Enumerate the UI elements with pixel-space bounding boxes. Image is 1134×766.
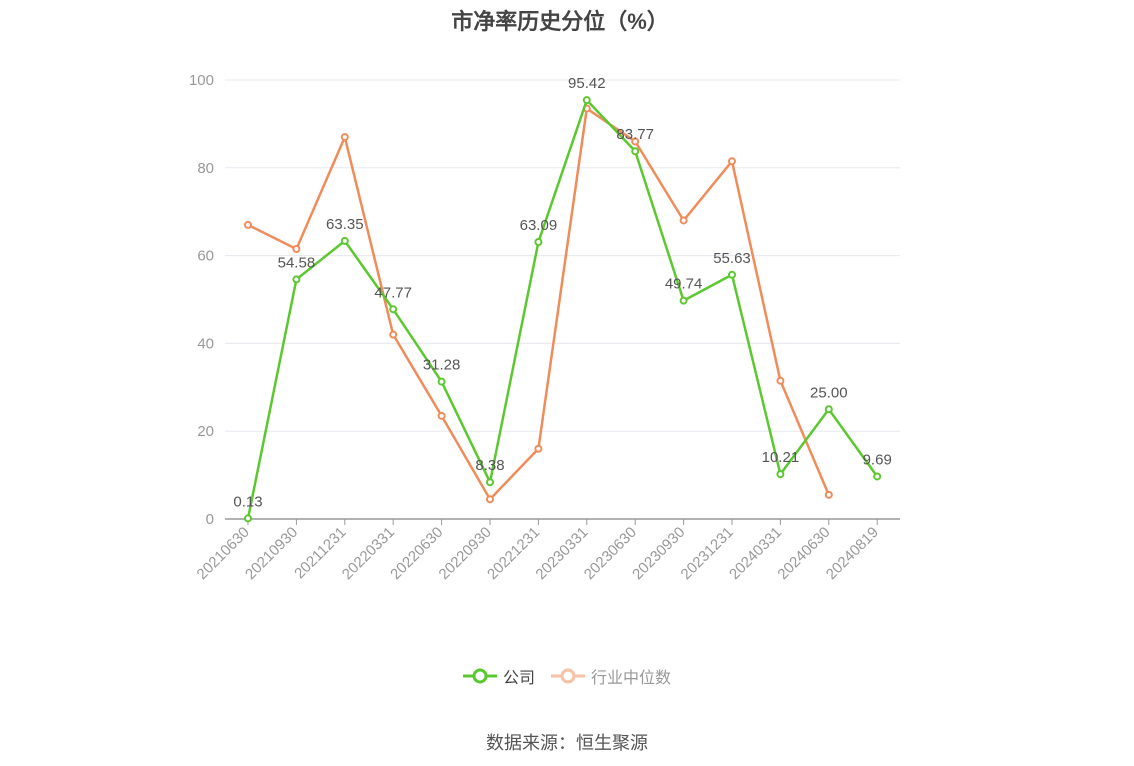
source-note: 数据来源：恒生聚源 [486,733,648,753]
industry-median-data-point [824,490,833,499]
company-data-point [340,236,349,245]
company-data-label: 0.13 [233,493,262,510]
company-data-point [728,270,736,279]
industry-median-data-point [486,495,494,504]
company-data-point [292,275,301,284]
company-data-point [389,305,398,314]
company-data-point [582,96,591,105]
y-tick-label: 100 [189,72,214,89]
company-data-label: 63.09 [520,217,558,234]
industry-median-data-point [631,137,640,146]
x-tick-label: 20210930 [242,524,301,583]
industry-median-data-point [389,330,398,339]
company-data-label: 83.77 [616,126,654,143]
legend-company-swatch-icon [462,668,497,684]
company-data-point [824,405,833,414]
legend: 公司 行业中位数 [0,664,1134,688]
company-data-label: 63.35 [326,216,364,233]
legend-industry-label: 行业中位数 [591,670,672,687]
company-data-label: 9.69 [863,451,892,468]
label-layer: 0.13 54.58 63.35 47.77 31.28 8.38 63.09 95.42 83… [233,75,891,510]
legend-item-industry-median[interactable]: 行业中位数 [551,664,671,688]
y-tick-label: 40 [197,335,214,352]
industry-median-series-line [247,107,830,501]
company-data-point [776,470,785,479]
company-data-point [437,377,446,386]
company-data-label: 49.74 [665,276,703,293]
company-series-line [246,98,879,519]
company-data-point [534,238,543,247]
company-data-label: 8.38 [475,457,504,474]
company-data-point [631,147,640,156]
company-data-point [873,472,882,481]
y-tick-label: 20 [197,423,214,440]
y-tick-label: 80 [197,160,214,177]
company-data-point [244,514,252,523]
company-data-point [679,296,688,305]
company-data-label: 95.42 [568,75,606,92]
industry-median-data-point [776,376,785,385]
legend-industry-swatch-icon [551,668,585,684]
legend-company-label: 公司 [502,670,535,687]
industry-median-data-point [340,133,349,142]
y-tick-label: 60 [197,248,214,265]
company-data-label: 54.58 [278,254,316,271]
series-layer [244,96,882,523]
industry-median-data-point [437,411,446,420]
y-tick-label: 0 [206,511,214,528]
company-data-label: 55.63 [713,250,751,267]
industry-median-data-point [244,220,252,229]
axis-layer: 0204060801002021063020210930202112312022… [189,72,900,583]
company-data-point [486,478,494,487]
legend-item-company[interactable]: 公司 [462,664,535,688]
chart-title: 市净率历史分位（%） [451,9,669,34]
x-tick-label: 20240819 [823,524,882,583]
company-data-label: 47.77 [374,284,412,301]
industry-median-data-point [292,245,301,254]
company-data-label: 25.00 [810,384,848,401]
company-data-label: 31.28 [423,357,461,374]
industry-median-data-point [534,444,543,453]
industry-median-data-point [679,216,688,225]
industry-median-data-point [728,157,736,166]
company-data-label: 10.21 [762,449,800,466]
